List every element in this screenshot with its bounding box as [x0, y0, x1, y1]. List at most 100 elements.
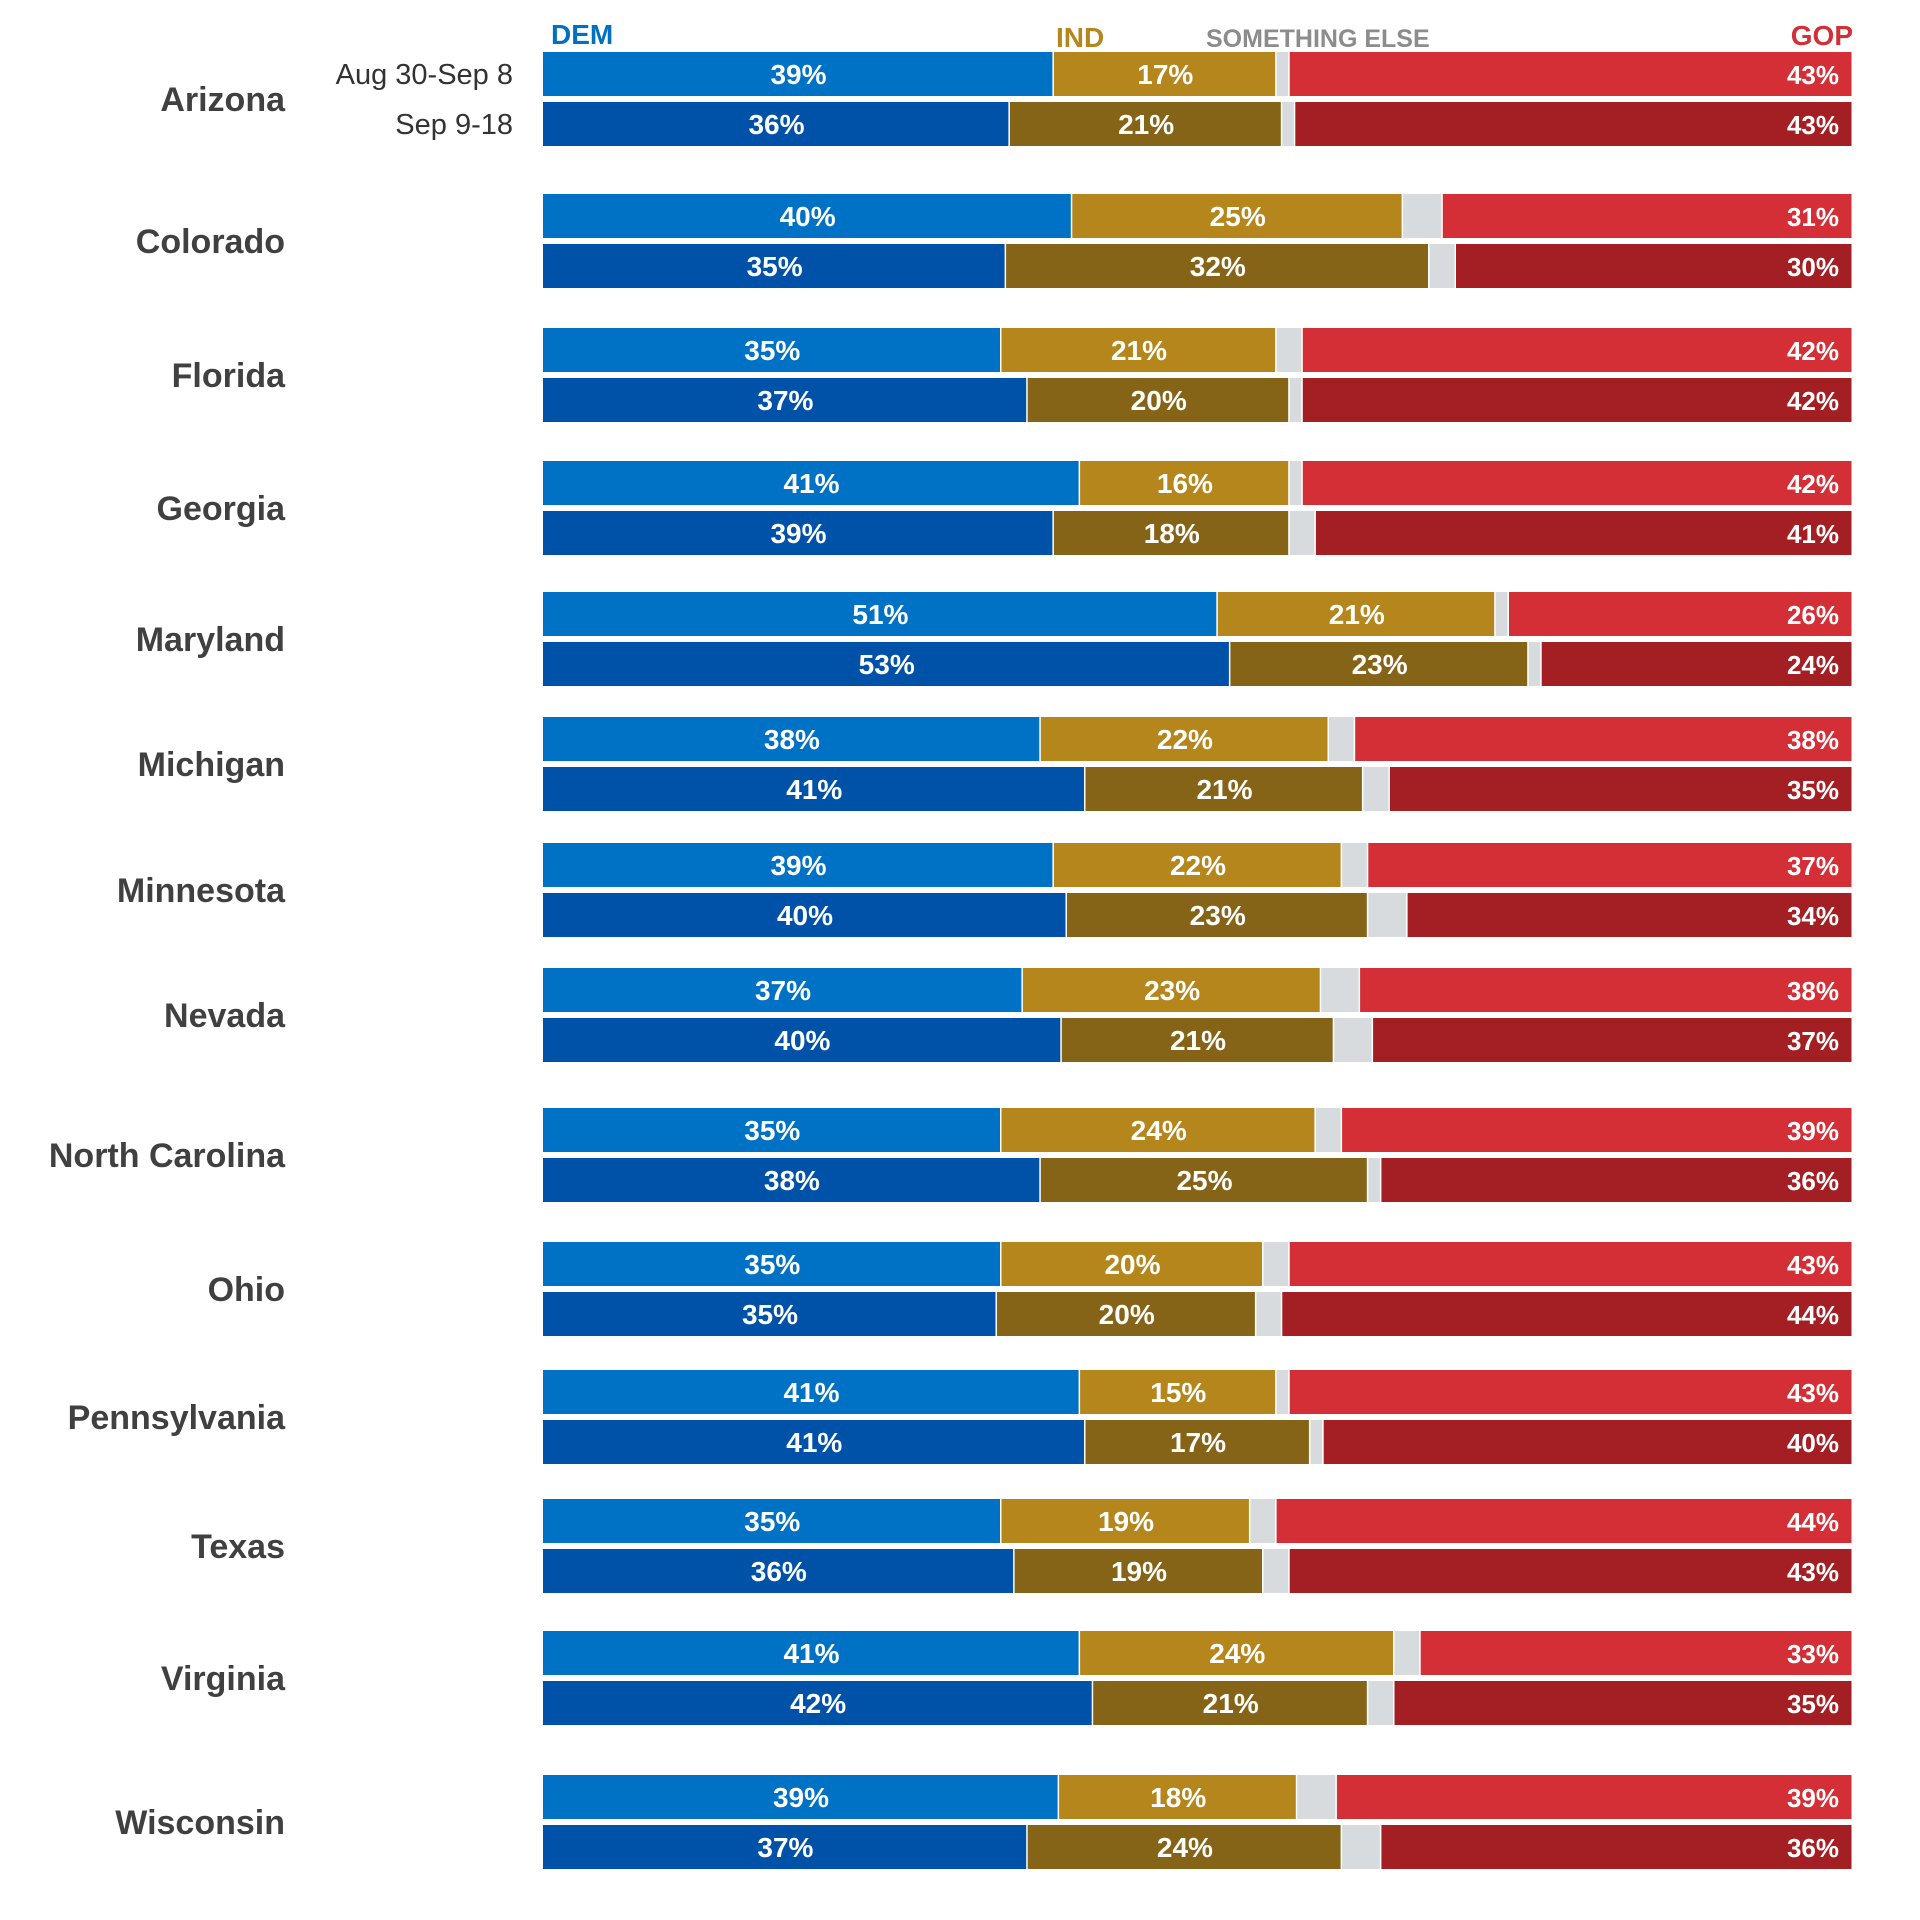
bar-virginia-dem-period-1: [543, 1631, 1079, 1675]
bar-colorado-dem-period-1: [543, 194, 1071, 238]
bar-colorado-gop-period-1: [1442, 194, 1852, 238]
state-label-florida: Florida: [172, 357, 286, 395]
bar-michigan-gop-period-1: [1355, 717, 1852, 761]
bar-arizona-gop-period-2: [1295, 102, 1852, 146]
bar-arizona-ind-period-1: [1053, 52, 1276, 96]
data-label-pennsylvania-gop-period-1: 43%: [1787, 1378, 1839, 1408]
state-label-virginia: Virginia: [161, 1660, 286, 1698]
data-label-nevada-gop-period-1: 38%: [1787, 976, 1839, 1006]
state-label-texas: Texas: [191, 1528, 285, 1566]
state-label-georgia: Georgia: [157, 490, 287, 528]
data-label-minnesota-dem-period-1: 39%: [770, 850, 826, 881]
bar-pennsylvania-gop-period-2: [1323, 1420, 1852, 1464]
data-label-nevada-ind-period-1: 23%: [1144, 975, 1200, 1006]
bar-arizona-dem-period-1: [543, 52, 1053, 96]
bar-minnesota-ind-period-1: [1053, 843, 1341, 887]
data-label-arizona-ind-period-2: 21%: [1118, 109, 1174, 140]
bar-north-carolina-ind-period-2: [1040, 1158, 1367, 1202]
data-label-maryland-dem-period-1: 51%: [852, 599, 908, 630]
bar-pennsylvania-dem-period-1: [543, 1370, 1079, 1414]
data-label-minnesota-gop-period-1: 37%: [1787, 851, 1839, 881]
bar-pennsylvania-dem-period-2: [543, 1420, 1084, 1464]
bar-pennsylvania-ind-period-1: [1080, 1370, 1276, 1414]
bar-colorado-dem-period-2: [543, 244, 1005, 288]
bar-michigan-ind-period-1: [1040, 717, 1328, 761]
bar-pennsylvania-else-period-1: [1276, 1370, 1289, 1414]
bar-texas-dem-period-2: [543, 1549, 1014, 1593]
bar-michigan-else-period-2: [1363, 767, 1389, 811]
bar-ohio-dem-period-1: [543, 1242, 1000, 1286]
data-label-minnesota-ind-period-1: 22%: [1170, 850, 1226, 881]
bar-texas-ind-period-2: [1014, 1549, 1262, 1593]
bar-nevada-gop-period-2: [1373, 1018, 1852, 1062]
bar-florida-dem-period-2: [543, 378, 1027, 422]
bar-minnesota-else-period-2: [1368, 893, 1407, 937]
bar-ohio-dem-period-2: [543, 1292, 996, 1336]
state-label-ohio: Ohio: [208, 1271, 285, 1309]
bar-pennsylvania-else-period-2: [1310, 1420, 1323, 1464]
bar-florida-else-period-1: [1276, 328, 1302, 372]
bar-nevada-else-period-2: [1334, 1018, 1372, 1062]
data-label-pennsylvania-ind-period-2: 17%: [1170, 1427, 1226, 1458]
bar-texas-gop-period-1: [1276, 1499, 1852, 1543]
bar-maryland-dem-period-2: [543, 642, 1229, 686]
data-label-north-carolina-ind-period-2: 25%: [1176, 1165, 1232, 1196]
data-label-virginia-dem-period-2: 42%: [790, 1688, 846, 1719]
data-label-florida-dem-period-1: 35%: [744, 335, 800, 366]
bar-maryland-gop-period-1: [1509, 592, 1852, 636]
data-label-florida-dem-period-2: 37%: [757, 385, 813, 416]
state-label-maryland: Maryland: [136, 621, 285, 659]
data-label-florida-gop-period-2: 42%: [1787, 386, 1839, 416]
data-label-ohio-ind-period-1: 20%: [1104, 1249, 1160, 1280]
data-label-virginia-ind-period-2: 21%: [1203, 1688, 1259, 1719]
bar-ohio-else-period-2: [1256, 1292, 1281, 1336]
data-label-arizona-gop-period-1: 43%: [1787, 60, 1839, 90]
data-label-ohio-ind-period-2: 20%: [1099, 1299, 1155, 1330]
data-label-nevada-dem-period-1: 37%: [755, 975, 811, 1006]
data-label-maryland-gop-period-2: 24%: [1787, 650, 1839, 680]
data-label-michigan-dem-period-1: 38%: [764, 724, 820, 755]
bar-michigan-gop-period-2: [1389, 767, 1852, 811]
data-label-michigan-gop-period-1: 38%: [1787, 725, 1839, 755]
bar-georgia-else-period-1: [1289, 461, 1302, 505]
bars: 39% 17% 43% 36% 21% 43% 40% 25% 31% 35% 32% 30% 35% 2…: [543, 52, 1852, 1869]
data-label-ohio-dem-period-1: 35%: [744, 1249, 800, 1280]
bar-florida-ind-period-1: [1001, 328, 1276, 372]
data-label-pennsylvania-gop-period-2: 40%: [1787, 1428, 1839, 1458]
bar-arizona-else-period-2: [1282, 102, 1294, 146]
bar-virginia-ind-period-1: [1080, 1631, 1393, 1675]
bar-north-carolina-gop-period-2: [1381, 1158, 1852, 1202]
legend-ind: IND: [1056, 22, 1104, 53]
data-label-nevada-ind-period-2: 21%: [1170, 1025, 1226, 1056]
legend: DEM IND SOMETHING ELSE GOP: [551, 19, 1853, 53]
data-label-minnesota-gop-period-2: 34%: [1787, 901, 1839, 931]
bar-florida-ind-period-2: [1027, 378, 1289, 422]
bar-wisconsin-dem-period-2: [543, 1825, 1027, 1869]
bar-georgia-gop-period-2: [1315, 511, 1852, 555]
bar-wisconsin-else-period-1: [1297, 1775, 1336, 1819]
legend-something-else: SOMETHING ELSE: [1206, 25, 1430, 53]
data-label-nevada-dem-period-2: 40%: [774, 1025, 830, 1056]
bar-ohio-else-period-1: [1263, 1242, 1289, 1286]
data-label-georgia-dem-period-2: 39%: [770, 518, 826, 549]
bar-georgia-dem-period-1: [543, 461, 1079, 505]
legend-gop: GOP: [1791, 20, 1853, 51]
bar-michigan-ind-period-2: [1085, 767, 1362, 811]
bar-colorado-gop-period-2: [1456, 244, 1852, 288]
data-label-arizona-dem-period-1: 39%: [770, 59, 826, 90]
bar-arizona-gop-period-1: [1289, 52, 1852, 96]
bar-wisconsin-gop-period-2: [1381, 1825, 1852, 1869]
bar-nevada-ind-period-2: [1061, 1018, 1333, 1062]
data-label-minnesota-dem-period-2: 40%: [777, 900, 833, 931]
bar-texas-else-period-2: [1263, 1549, 1289, 1593]
data-label-florida-gop-period-1: 42%: [1787, 336, 1839, 366]
bar-maryland-gop-period-2: [1541, 642, 1852, 686]
data-label-maryland-ind-period-1: 21%: [1329, 599, 1385, 630]
data-label-arizona-gop-period-2: 43%: [1787, 110, 1839, 140]
bar-virginia-else-period-1: [1394, 1631, 1420, 1675]
data-label-wisconsin-gop-period-2: 36%: [1787, 1833, 1839, 1863]
data-label-texas-gop-period-1: 44%: [1787, 1507, 1839, 1537]
bar-nevada-dem-period-2: [543, 1018, 1061, 1062]
data-label-florida-ind-period-2: 20%: [1131, 385, 1187, 416]
bar-pennsylvania-gop-period-1: [1289, 1370, 1852, 1414]
